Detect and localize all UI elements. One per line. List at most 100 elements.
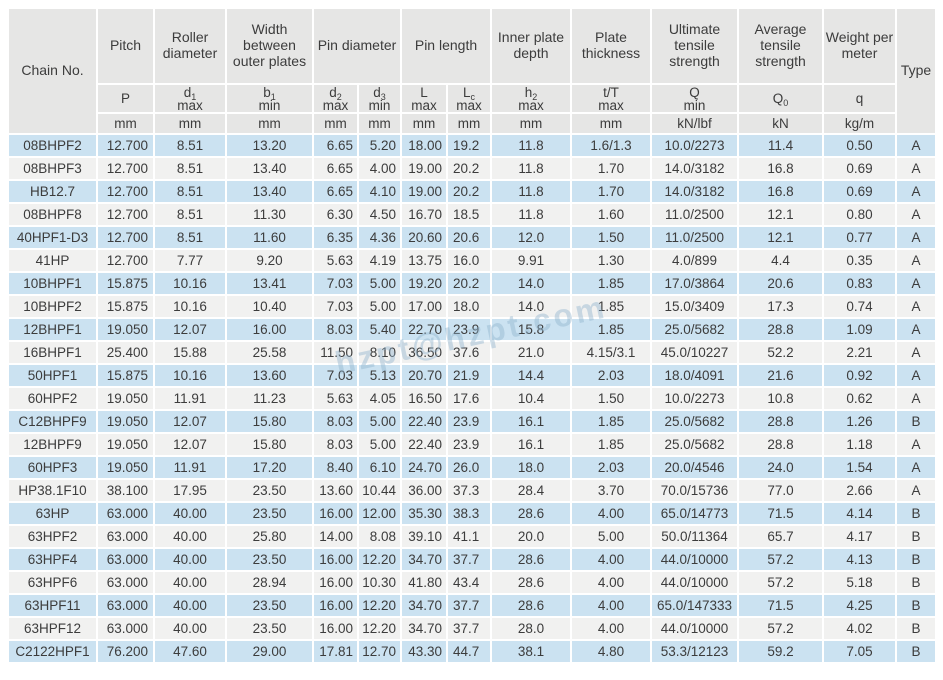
table-cell: 29.00 [225,639,314,664]
table-cell: 57.2 [737,616,824,641]
table-cell: 5.13 [357,363,402,388]
table-cell: 19.050 [96,317,155,342]
table-cell: A [895,248,937,273]
chain-no-cell: 50HPF1 [7,363,98,388]
table-cell: 0.69 [822,179,897,204]
table-row: 08BHPF2 12.700 8.51 13.20 6.65 5.20 18.00 19.2 1… [7,133,937,158]
table-cell: 45.0/10227 [650,340,739,365]
column-unit-header: kN/lbf [650,112,739,135]
table-cell: 13.75 [400,248,448,273]
table-cell: 5.63 [312,248,359,273]
table-cell: 1.85 [570,432,652,457]
chain-no-cell: 08BHPF8 [7,202,98,227]
table-cell: 65.7 [737,524,824,549]
table-cell: 26.0 [446,455,492,480]
column-group-header: Inner plate depth [490,7,572,85]
table-cell: 38.100 [96,478,155,503]
table-row: 60HPF3 19.050 11.91 17.20 8.40 6.10 24.70 26.0 1… [7,455,937,480]
table-row: 63HP 63.000 40.00 23.50 16.00 12.00 35.30 38.3 2… [7,501,937,526]
table-cell: 28.0 [490,616,572,641]
table-cell: 37.7 [446,547,492,572]
table-cell: 17.95 [153,478,227,503]
table-cell: 44.0/10000 [650,547,739,572]
table-cell: 12.70 [357,639,402,664]
table-cell: 44.0/10000 [650,570,739,595]
column-group-header: Ultimate tensile strength [650,7,739,85]
table-cell: 41.80 [400,570,448,595]
table-cell: 1.6/1.3 [570,133,652,158]
table-cell: 14.0 [490,294,572,319]
table-cell: 10.16 [153,294,227,319]
table-cell: 0.62 [822,386,897,411]
column-unit-header: mm [490,112,572,135]
table-cell: 19.2 [446,133,492,158]
table-row: 08BHPF8 12.700 8.51 11.30 6.30 4.50 16.70 18.5 1… [7,202,937,227]
table-row: 63HPF4 63.000 40.00 23.50 16.00 12.20 34.70 37.… [7,547,937,572]
table-cell: 1.54 [822,455,897,480]
table-cell: A [895,202,937,227]
table-cell: 40.00 [153,524,227,549]
table-cell: 23.50 [225,547,314,572]
column-symbol-header: Q0 [737,83,824,114]
table-row: 63HPF11 63.000 40.00 23.50 16.00 12.20 34.70 37… [7,593,937,618]
table-cell: 14.00 [312,524,359,549]
table-cell: 71.5 [737,501,824,526]
table-cell: 5.40 [357,317,402,342]
table-cell: 70.0/15736 [650,478,739,503]
table-cell: 18.00 [400,133,448,158]
chain-no-cell: 63HPF11 [7,593,98,618]
chain-no-cell: 41HP [7,248,98,273]
table-cell: 20.2 [446,271,492,296]
table-cell: 17.0/3864 [650,271,739,296]
table-cell: 11.91 [153,455,227,480]
chain-no-cell: 10BHPF1 [7,271,98,296]
table-cell: 12.0 [490,225,572,250]
table-cell: 2.03 [570,363,652,388]
table-cell: 40.00 [153,593,227,618]
table-row: 41HP 12.700 7.77 9.20 5.63 4.19 13.75 16.0 9.91 1… [7,248,937,273]
column-unit-header: mm [446,112,492,135]
table-cell: 8.08 [357,524,402,549]
table-cell: 10.44 [357,478,402,503]
table-cell: 40.00 [153,570,227,595]
table-cell: 23.50 [225,616,314,641]
table-cell: 5.18 [822,570,897,595]
table-cell: 17.00 [400,294,448,319]
table-cell: 63.000 [96,570,155,595]
table-row: 10BHPF1 15.875 10.16 13.41 7.03 5.00 19.20 20.2… [7,271,937,296]
column-symbol-header: h2 max [490,83,572,114]
table-cell: 2.21 [822,340,897,365]
table-cell: 13.60 [225,363,314,388]
table-cell: 8.10 [357,340,402,365]
table-row: 10BHPF2 15.875 10.16 10.40 7.03 5.00 17.00 18.0… [7,294,937,319]
table-cell: 1.50 [570,386,652,411]
table-cell: 8.03 [312,432,359,457]
table-cell: 63.000 [96,547,155,572]
table-cell: 8.51 [153,179,227,204]
table-cell: 1.18 [822,432,897,457]
column-symbol-header: Lc max [446,83,492,114]
table-cell: B [895,570,937,595]
table-cell: B [895,593,937,618]
table-cell: 34.70 [400,616,448,641]
table-cell: 12.20 [357,547,402,572]
table-cell: 37.3 [446,478,492,503]
table-cell: 20.6 [737,271,824,296]
table-cell: 25.0/5682 [650,409,739,434]
table-cell: 0.74 [822,294,897,319]
table-cell: 5.00 [357,271,402,296]
table-cell: A [895,271,937,296]
table-cell: 4.50 [357,202,402,227]
table-cell: 8.03 [312,409,359,434]
column-group-header: Weight per meter [822,7,897,85]
table-cell: 16.00 [225,317,314,342]
table-cell: 9.20 [225,248,314,273]
table-cell: A [895,340,937,365]
table-cell: 5.63 [312,386,359,411]
table-cell: 12.20 [357,593,402,618]
column-unit-header: kg/m [822,112,897,135]
column-group-header: Average tensile strength [737,7,824,85]
table-cell: 22.70 [400,317,448,342]
table-cell: 4.80 [570,639,652,664]
table-cell: 40.00 [153,616,227,641]
